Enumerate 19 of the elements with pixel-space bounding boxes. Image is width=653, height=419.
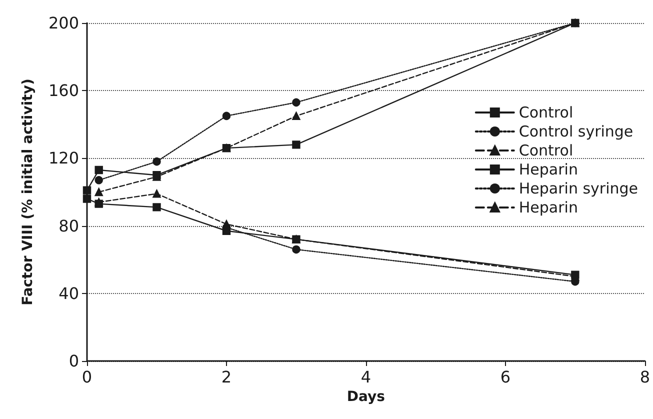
y-axis-title: Factor VIII (% initial activity) bbox=[20, 78, 36, 306]
legend-label: Heparin bbox=[518, 160, 578, 178]
x-tick-label: 6 bbox=[500, 368, 511, 386]
x-axis-title: Days bbox=[346, 388, 386, 405]
x-tick-label: 8 bbox=[640, 368, 650, 386]
x-tick-label: 0 bbox=[82, 368, 92, 386]
x-tick-label: 2 bbox=[221, 368, 232, 386]
legend-label: Control bbox=[518, 104, 574, 122]
legend-label: Control syringe bbox=[518, 122, 634, 140]
x-tick-label: 4 bbox=[360, 368, 372, 386]
y-tick-label: 0 bbox=[68, 352, 79, 370]
y-tick-label: 120 bbox=[48, 148, 79, 168]
legend-label: Control bbox=[518, 142, 574, 160]
legend-label: Heparin bbox=[518, 198, 578, 216]
y-tick-label: 40 bbox=[58, 284, 79, 303]
y-tick-label: 200 bbox=[48, 14, 79, 32]
y-tick-label: 80 bbox=[58, 216, 79, 236]
legend-label: Heparin syringe bbox=[518, 180, 638, 198]
y-tick-label: 160 bbox=[48, 81, 79, 100]
